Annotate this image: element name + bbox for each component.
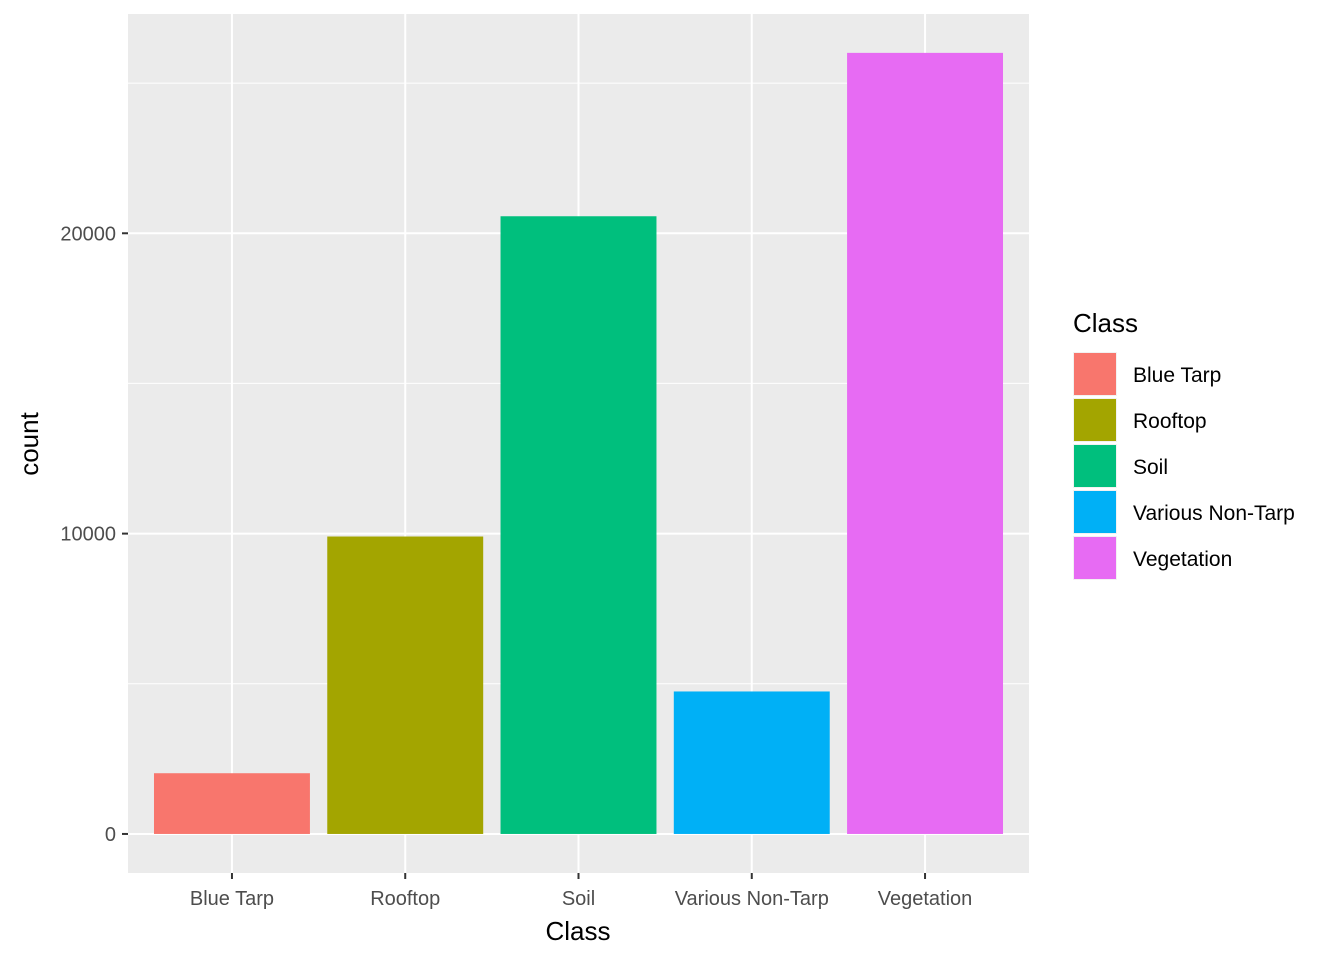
x-tick-label: Rooftop [370,888,440,910]
legend-title: Class [1073,308,1138,338]
legend-key-swatch [1074,537,1116,579]
legend-label: Soil [1133,456,1168,479]
bar-rooftop [327,536,484,834]
bar-blue-tarp [153,773,310,834]
x-tick-label: Blue Tarp [190,888,274,910]
bar-soil [500,216,657,834]
legend-key-swatch [1074,353,1116,395]
bars [153,52,1004,834]
legend-label: Rooftop [1133,410,1207,433]
y-axis-title: count [14,411,44,475]
legend: Class Blue Tarp Rooftop Soil Various Non-Ta… [1073,308,1295,580]
x-axis-title: Class [545,916,610,946]
y-axis: 0 10000 20000 [60,223,128,846]
x-axis: Blue Tarp Rooftop Soil Various Non-Tarp Vege… [190,873,972,910]
x-tick-label: Various Non-Tarp [675,888,829,910]
y-tick-label: 20000 [60,223,116,245]
y-tick-label: 10000 [60,524,116,546]
legend-label: Various Non-Tarp [1133,502,1295,525]
legend-key-swatch [1074,491,1116,533]
x-tick-label: Vegetation [878,888,973,910]
legend-key-swatch [1074,445,1116,487]
legend-label: Blue Tarp [1133,364,1221,387]
legend-key-swatch [1074,399,1116,441]
x-tick-label: Soil [562,888,595,910]
legend-label: Vegetation [1133,548,1232,571]
bar-various-non-tarp [673,691,830,834]
bar-vegetation [847,52,1004,834]
y-tick-label: 0 [105,824,116,846]
